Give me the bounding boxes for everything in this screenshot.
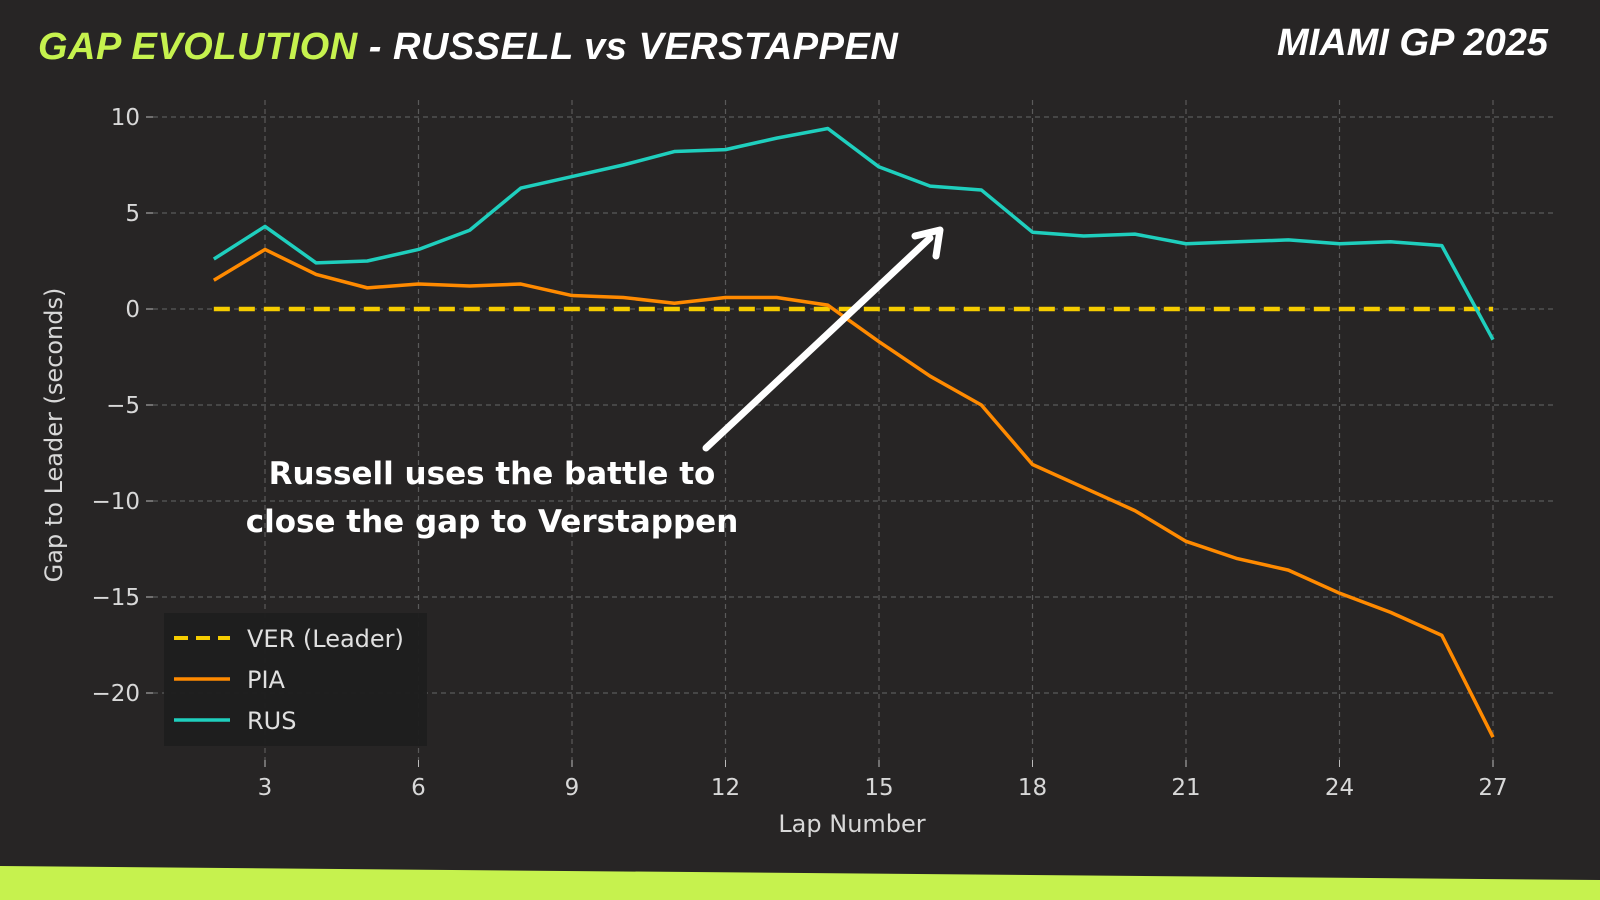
legend-label: PIA xyxy=(247,666,286,694)
title-rest: - RUSSELL vs VERSTAPPEN xyxy=(357,26,899,68)
legend-label: VER (Leader) xyxy=(247,625,404,653)
title-accent: GAP EVOLUTION xyxy=(38,26,358,68)
x-tick-label: 21 xyxy=(1171,775,1200,801)
x-tick-label: 15 xyxy=(864,775,893,801)
series-line-pia xyxy=(212,247,1495,738)
series-line-rus xyxy=(212,126,1495,341)
x-tick-label: 12 xyxy=(711,775,740,801)
chart-title: GAP EVOLUTION - RUSSELL vs VERSTAPPEN xyxy=(38,26,898,69)
event-label: MIAMI GP 2025 xyxy=(1276,22,1548,64)
y-tick-label: −10 xyxy=(91,489,140,515)
y-tick-label: −20 xyxy=(91,681,140,707)
annotation-line1: Russell uses the battle to xyxy=(269,456,716,492)
y-tick-label: 10 xyxy=(111,105,140,131)
y-tick-label: 0 xyxy=(125,297,140,323)
y-tick-label: 5 xyxy=(125,201,140,227)
x-tick-label: 3 xyxy=(258,775,273,801)
y-axis-label: Gap to Leader (seconds) xyxy=(40,288,68,583)
x-tick-label: 24 xyxy=(1325,775,1354,801)
legend: VER (Leader) PIA RUS xyxy=(164,613,427,746)
bottom-accent-bar xyxy=(0,866,1600,900)
x-tick-label: 18 xyxy=(1018,775,1047,801)
legend-label: RUS xyxy=(247,707,296,735)
x-tick-label: 6 xyxy=(411,775,426,801)
y-tick-label: −15 xyxy=(91,585,140,611)
x-tick-label: 9 xyxy=(565,775,580,801)
x-axis-label: Lap Number xyxy=(778,810,925,838)
y-tick-label: −5 xyxy=(106,393,140,419)
annotation-arrow xyxy=(702,226,944,452)
x-tick-label: 27 xyxy=(1478,775,1507,801)
annotation-line2: close the gap to Verstappen xyxy=(246,504,739,540)
